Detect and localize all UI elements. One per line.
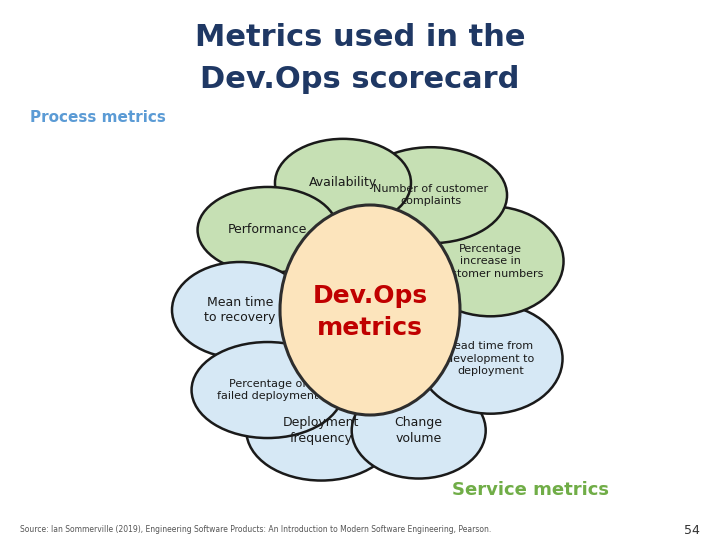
Text: Dev.Ops scorecard: Dev.Ops scorecard [200, 65, 520, 94]
Text: Lead time from
development to
deployment: Lead time from development to deployment [446, 341, 535, 376]
Text: metrics: metrics [317, 316, 423, 340]
Ellipse shape [172, 262, 308, 358]
Text: Process metrics: Process metrics [30, 111, 166, 125]
Text: 54: 54 [684, 523, 700, 537]
Text: Number of customer
complaints: Number of customer complaints [374, 184, 489, 206]
Ellipse shape [280, 205, 460, 415]
Text: Percentage
increase in
customer numbers: Percentage increase in customer numbers [438, 244, 543, 279]
Ellipse shape [418, 303, 562, 414]
Text: Service metrics: Service metrics [451, 481, 608, 499]
Ellipse shape [192, 342, 343, 438]
Text: Metrics used in the: Metrics used in the [194, 24, 526, 52]
Ellipse shape [355, 147, 507, 243]
Text: Dev.Ops: Dev.Ops [312, 284, 428, 308]
Ellipse shape [275, 139, 411, 227]
Ellipse shape [418, 206, 564, 316]
Text: Change
volume: Change volume [395, 416, 443, 445]
Text: Mean time
to recovery: Mean time to recovery [204, 295, 276, 325]
Text: Deployment
frequency: Deployment frequency [283, 416, 359, 445]
Text: Source: Ian Sommerville (2019), Engineering Software Products: An Introduction t: Source: Ian Sommerville (2019), Engineer… [20, 525, 491, 535]
Ellipse shape [197, 187, 338, 273]
Text: Percentage of
failed deployment: Percentage of failed deployment [217, 379, 318, 401]
Text: Availability: Availability [309, 177, 377, 190]
Ellipse shape [246, 381, 396, 481]
Ellipse shape [351, 382, 486, 478]
Text: Performance: Performance [228, 224, 307, 237]
